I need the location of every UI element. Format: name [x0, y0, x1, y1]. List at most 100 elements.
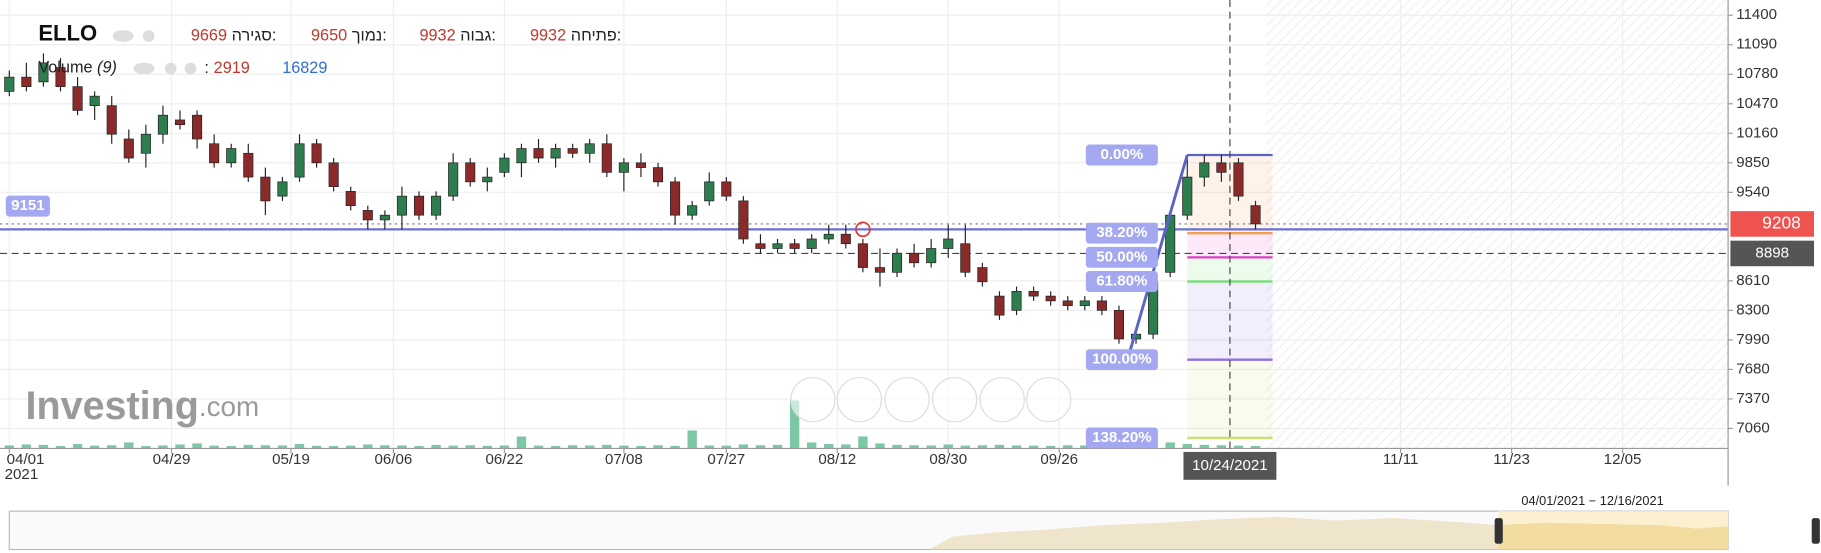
- candle-body: [396, 195, 407, 216]
- volume-bar: [1233, 445, 1244, 449]
- volume-bar: [1063, 445, 1073, 449]
- candle-body: [89, 95, 100, 107]
- x-year-label: 2021: [5, 466, 39, 483]
- navigator-handle[interactable]: [1494, 518, 1503, 544]
- volume-bar: [585, 445, 595, 449]
- volume-bar: [755, 445, 766, 449]
- candle-body: [1028, 290, 1039, 297]
- volume-bar: [1080, 445, 1090, 449]
- candle-body: [311, 143, 322, 164]
- x-tick-label: 08/12: [818, 451, 856, 468]
- navigator-area: [1498, 522, 1729, 550]
- eye-icon: [133, 62, 155, 75]
- candle-body: [823, 233, 834, 240]
- toolbar-button[interactable]: [790, 376, 836, 423]
- volume-bar: [1216, 445, 1227, 449]
- candle-body: [977, 267, 988, 283]
- candle-body: [345, 191, 356, 207]
- volume-bar: [721, 445, 732, 449]
- x-tick-label: 04/01: [7, 451, 45, 468]
- candle-body: [174, 119, 186, 126]
- volume-bar: [994, 444, 1005, 449]
- volume-bar: [602, 444, 612, 449]
- candle-body: [909, 252, 920, 264]
- navigator-handle[interactable]: [1811, 518, 1820, 544]
- toolbar[interactable]: [790, 376, 1072, 423]
- settings-icon: [142, 30, 155, 42]
- candle-body: [123, 138, 134, 159]
- volume-bar: [55, 446, 66, 449]
- candle-body: [652, 167, 664, 183]
- candle-body: [328, 162, 339, 187]
- future-area: [1265, 0, 1729, 449]
- volume-bar: [124, 442, 134, 449]
- y-tick-label: 8610: [1736, 272, 1770, 289]
- fib-label: 138.20%: [1092, 429, 1152, 446]
- volume-bar: [943, 444, 953, 449]
- navigator[interactable]: [8, 510, 1820, 551]
- candle-body: [55, 67, 66, 87]
- toolbar-button[interactable]: [979, 376, 1025, 423]
- y-tick-label: 7370: [1736, 390, 1770, 407]
- volume-bar: [89, 445, 100, 449]
- fib-label: 0.00%: [1100, 146, 1143, 163]
- crosshair-box: [1183, 451, 1277, 480]
- candle-body: [994, 295, 1005, 316]
- legend-label: סגירה:: [232, 26, 277, 44]
- candle-body: [379, 214, 390, 221]
- volume-bar: [516, 436, 527, 449]
- candle-body: [516, 148, 527, 164]
- legend-value: 9932: [530, 26, 566, 44]
- volume-bar: [482, 445, 492, 449]
- y-tick-label: 11090: [1736, 36, 1777, 53]
- candle-body: [670, 181, 681, 216]
- volume-bar: [175, 444, 185, 449]
- volume-ma: 16829: [282, 59, 327, 77]
- volume-bar: [21, 444, 32, 449]
- volume-bar: [277, 445, 288, 449]
- y-tick-label: 11400: [1736, 6, 1777, 23]
- volume-bar: [260, 445, 271, 449]
- fib-label-box: [1085, 271, 1158, 292]
- candle-body: [362, 210, 373, 221]
- candle-body: [1216, 162, 1227, 173]
- fib-label: 100.00%: [1092, 351, 1152, 368]
- fib-label-box: [1085, 427, 1158, 449]
- toolbar-button[interactable]: [1026, 376, 1072, 423]
- candle-body: [226, 148, 237, 164]
- last-price-label: 9208: [1762, 213, 1801, 233]
- candle-body: [192, 114, 203, 140]
- candle-body: [550, 148, 561, 159]
- legend-label: נמוך:: [352, 26, 387, 44]
- volume-bar: [226, 446, 236, 449]
- candle-body: [960, 243, 971, 273]
- candle-body: [1113, 310, 1125, 340]
- candle-body: [772, 243, 783, 249]
- price-layer: [0, 53, 1729, 361]
- volume-period: (9): [97, 59, 117, 77]
- toolbar-button[interactable]: [884, 376, 930, 423]
- candle-body: [1182, 176, 1193, 216]
- y-tick-label: 9850: [1736, 154, 1770, 171]
- volume-bar: [431, 444, 441, 449]
- y-tick-label: 9540: [1736, 183, 1770, 200]
- legend-value: 9932: [419, 26, 455, 44]
- y-tick-label: 10780: [1736, 65, 1778, 82]
- crosshair-label: 10/24/2021: [1192, 457, 1268, 474]
- candle-body: [4, 76, 15, 92]
- toolbar-button[interactable]: [931, 376, 978, 423]
- volume-bar: [704, 445, 714, 449]
- candle-body: [721, 181, 732, 197]
- fib-label-box: [1085, 144, 1158, 166]
- candle-body: [1233, 162, 1244, 197]
- candle-body: [567, 148, 578, 154]
- hline-label-box: [5, 195, 50, 217]
- toolbar-button[interactable]: [836, 376, 883, 423]
- volume-bar: [1199, 444, 1210, 449]
- candle-body: [482, 176, 493, 183]
- volume-bar: [858, 436, 868, 449]
- volume-bar: [414, 446, 424, 449]
- candle-body: [789, 243, 800, 249]
- settings-icon: [164, 62, 177, 75]
